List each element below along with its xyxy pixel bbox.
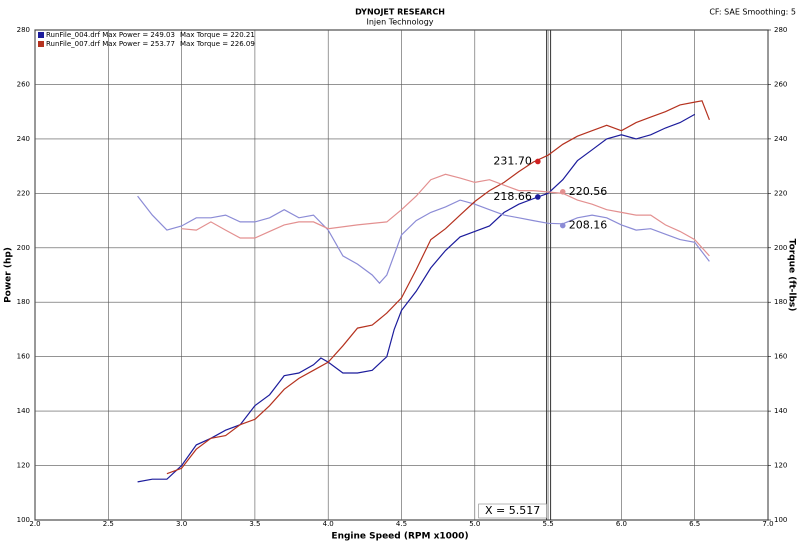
y-axis-label: Power (hp)	[4, 247, 14, 303]
x-axis-label: Engine Speed (RPM x1000)	[331, 532, 468, 542]
y2-tick-label: 280	[774, 26, 787, 34]
y-tick-label: 240	[17, 135, 30, 143]
x-tick-label: 5.0	[469, 520, 480, 528]
x-tick-label: 3.0	[176, 520, 187, 528]
y2-tick-label: 240	[774, 135, 787, 143]
y-tick-label: 200	[17, 244, 30, 252]
chart-subtitle: Injen Technology	[367, 18, 434, 27]
x-tick-label: 6.0	[616, 520, 627, 528]
y2-tick-label: 160	[774, 353, 787, 361]
legend-label: RunFile_004.drf Max Power = 249.03	[46, 31, 175, 39]
marker-label: 220.56	[569, 185, 608, 198]
y2-tick-label: 100	[774, 516, 787, 524]
y2-tick-label: 180	[774, 298, 787, 306]
y2-axis-label: Torque (ft-lbs)	[787, 239, 797, 312]
marker	[535, 194, 541, 200]
series-line	[137, 195, 710, 285]
x-tick-label: 4.0	[323, 520, 334, 528]
series-line	[137, 113, 695, 483]
y2-tick-label: 140	[774, 407, 787, 415]
marker-label: 231.70	[493, 154, 532, 167]
x-tick-label: 2.0	[29, 520, 40, 528]
marker-label: 218.66	[493, 190, 532, 203]
chart-title: DYNOJET RESEARCH	[355, 8, 445, 17]
y-tick-label: 140	[17, 407, 30, 415]
y-tick-label: 260	[17, 80, 30, 88]
y-tick-label: 120	[17, 462, 30, 470]
marker	[559, 189, 566, 195]
legend-label: RunFile_007.drf Max Power = 253.77	[46, 40, 175, 48]
x-tick-label: 6.5	[689, 520, 700, 528]
x-tick-label: 3.5	[249, 520, 260, 528]
x-tick-label: 2.5	[103, 520, 114, 528]
y2-tick-label: 120	[774, 462, 787, 470]
y2-tick-label: 200	[774, 244, 787, 252]
legend-swatch	[38, 32, 44, 38]
x-tick-label: 4.5	[396, 520, 407, 528]
y-tick-label: 160	[17, 353, 30, 361]
y2-tick-label: 220	[774, 189, 787, 197]
series-line	[181, 173, 710, 257]
y-tick-label: 180	[17, 298, 30, 306]
cursor-label: X = 5.517	[485, 504, 540, 517]
x-tick-label: 5.5	[543, 520, 554, 528]
series-line	[166, 100, 710, 475]
y-tick-label: 280	[17, 26, 30, 34]
legend-label: Max Torque = 226.09	[180, 40, 255, 48]
cursor-label-box	[478, 503, 547, 519]
x-tick-label: 7.0	[762, 520, 773, 528]
legend-swatch	[38, 41, 44, 47]
y-tick-label: 220	[17, 189, 30, 197]
settings-text: CF: SAE Smoothing: 5	[709, 8, 796, 17]
y-tick-label: 100	[17, 516, 30, 524]
marker-label: 208.16	[569, 219, 608, 232]
y2-tick-label: 260	[774, 80, 787, 88]
marker	[559, 222, 566, 229]
marker	[535, 158, 541, 165]
legend-label: Max Torque = 220.21	[180, 31, 255, 39]
